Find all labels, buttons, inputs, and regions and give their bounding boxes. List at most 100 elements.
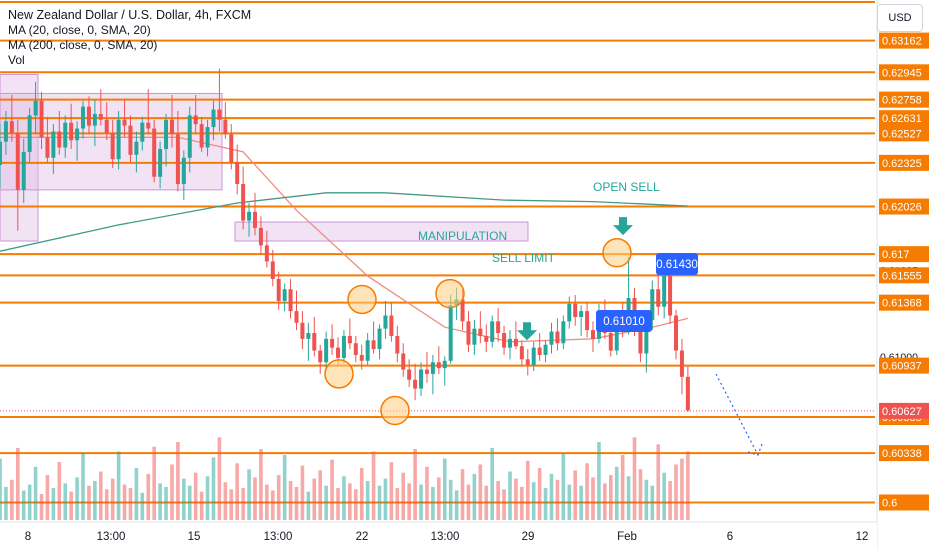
candle-body [211, 109, 216, 128]
volume-bar [87, 485, 91, 520]
candle-body [158, 148, 163, 177]
candle [585, 302, 590, 338]
volume-bar [531, 482, 536, 520]
candle [235, 144, 240, 195]
candle-body [312, 333, 317, 351]
volume-bar [247, 469, 251, 520]
volume-bar [543, 488, 548, 520]
candle-body [247, 211, 252, 221]
volume-bar [674, 464, 678, 520]
currency-button[interactable]: USD [877, 4, 923, 32]
candle-body [502, 333, 507, 348]
candle-body [21, 151, 26, 190]
candle-body [478, 328, 483, 336]
candle [424, 352, 429, 383]
candle-body [164, 119, 169, 149]
annotations-layer: OPEN SELL MANIPULATION SELL LIMIT 0.61010 0.… [324, 180, 763, 456]
candle-body [424, 369, 429, 374]
candle-body [430, 362, 435, 374]
candle-body [69, 122, 74, 141]
candle [573, 295, 578, 326]
volume-bar [110, 478, 115, 520]
candle [152, 119, 157, 183]
candle-body [146, 122, 151, 129]
annotation-open-sell: OPEN SELL [593, 180, 660, 194]
volume-bar [460, 469, 465, 520]
volume-bar [205, 476, 210, 520]
price-axis-tag [879, 32, 929, 49]
candle-body [401, 353, 406, 370]
candle [407, 359, 412, 388]
candle [525, 349, 530, 376]
volume-bar [223, 482, 228, 520]
candle [169, 94, 174, 148]
candle-body [525, 359, 530, 366]
candle [175, 111, 180, 192]
candle [81, 100, 86, 139]
candle [21, 138, 26, 204]
candle-body [496, 321, 501, 334]
indicator-volume-label[interactable]: Vol [8, 53, 25, 67]
volume-bar [176, 442, 180, 520]
price-tag [656, 253, 698, 275]
price-axis-tag [879, 246, 929, 263]
price-axis-level-label: 0.63162 [882, 36, 922, 48]
candle-body [9, 121, 14, 133]
candle-body [122, 119, 127, 126]
candle-body [110, 132, 115, 160]
last-price-label: 0.60627 [882, 406, 922, 418]
candle [92, 99, 97, 147]
volume-bar [389, 462, 394, 520]
candle [164, 113, 169, 167]
candle [555, 318, 560, 351]
candle [419, 362, 424, 396]
candle [371, 321, 376, 354]
candle-body [460, 299, 465, 322]
volume-bar [354, 489, 358, 520]
candle [359, 344, 364, 370]
candle [496, 308, 501, 342]
candle [490, 315, 495, 348]
candle [122, 99, 127, 138]
price-axis-tag [879, 294, 929, 311]
volume-bar [377, 485, 382, 520]
volume-bar [626, 476, 631, 520]
candle [217, 68, 222, 132]
volume-bar [638, 469, 643, 520]
annotation-manipulation: MANIPULATION [418, 229, 507, 243]
candle-body [258, 227, 263, 246]
indicator-ma20-label[interactable]: MA (20, close, 0, SMA, 20) [8, 23, 151, 37]
price-axis-tag [879, 110, 929, 127]
volume-bar [0, 458, 2, 520]
candle-body [217, 109, 222, 120]
candle-body [674, 315, 679, 351]
volume-bar [514, 478, 518, 520]
candle [674, 309, 679, 360]
candle [436, 346, 441, 374]
candle [472, 319, 477, 355]
volume-bar [365, 481, 370, 520]
candle [413, 363, 418, 401]
volume-bar [484, 485, 489, 520]
candle [543, 340, 548, 363]
candle-body [330, 338, 335, 348]
candle [45, 116, 50, 163]
volume-bar [170, 464, 174, 520]
symbol-title: New Zealand Dollar / U.S. Dollar, 4h, FX… [8, 8, 252, 22]
candle-body [81, 106, 86, 129]
candle-body [336, 347, 341, 358]
candle [63, 115, 68, 158]
candle [679, 338, 684, 395]
highlight-circle [435, 278, 465, 309]
candle [158, 141, 163, 189]
candle [502, 325, 507, 355]
volume-bar [520, 486, 524, 520]
volume-bar [330, 459, 334, 520]
candle-body [668, 271, 673, 316]
candle-body [662, 271, 667, 307]
candle-body [282, 289, 287, 301]
price-axis-level-label: 0.617 [882, 249, 910, 261]
indicator-ma200-label[interactable]: MA (200, close, 0, SMA, 20) [8, 38, 158, 52]
